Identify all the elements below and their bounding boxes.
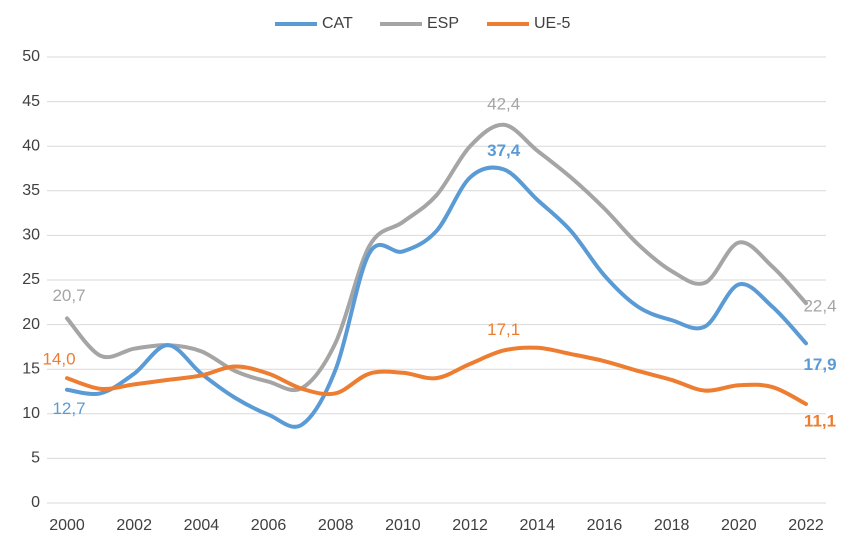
x-tick-label: 2002 [116,517,152,534]
line-series [65,165,808,429]
data-label: 17,1 [487,320,520,339]
x-tick-label: 2020 [721,517,757,534]
legend-label: UE-5 [534,15,571,32]
x-tick-label: 2000 [49,517,85,534]
data-label: 20,7 [52,286,85,305]
legend-label: ESP [427,15,459,32]
x-tick-label: 2008 [318,517,354,534]
y-tick-label: 40 [22,137,40,154]
y-tick-label: 20 [22,316,40,333]
x-tick-label: 2006 [251,517,287,534]
y-tick-label: 0 [31,494,40,511]
line-series [65,345,808,406]
x-tick-label: 2016 [587,517,623,534]
data-label: 17,9 [803,355,836,374]
line-series [65,122,808,393]
data-label: 37,4 [487,141,521,160]
data-label: 11,1 [804,411,836,430]
data-label: 12,7 [52,399,85,418]
y-tick-label: 25 [22,271,40,288]
y-tick-label: 50 [22,48,40,65]
y-tick-label: 10 [22,405,40,422]
x-tick-label: 2012 [452,517,488,534]
y-tick-label: 45 [22,93,40,110]
y-tick-label: 30 [22,227,40,244]
x-tick-label: 2004 [184,517,220,534]
y-tick-label: 35 [22,182,40,199]
x-tick-label: 2018 [654,517,690,534]
data-label: 42,4 [487,94,520,113]
y-tick-label: 15 [22,360,40,377]
data-label: 22,4 [803,297,836,316]
y-tick-label: 5 [31,450,40,467]
x-tick-label: 2022 [788,517,824,534]
data-label: 14,0 [42,350,75,369]
legend-label: CAT [322,15,353,32]
x-tick-label: 2010 [385,517,421,534]
x-tick-label: 2014 [519,517,555,534]
